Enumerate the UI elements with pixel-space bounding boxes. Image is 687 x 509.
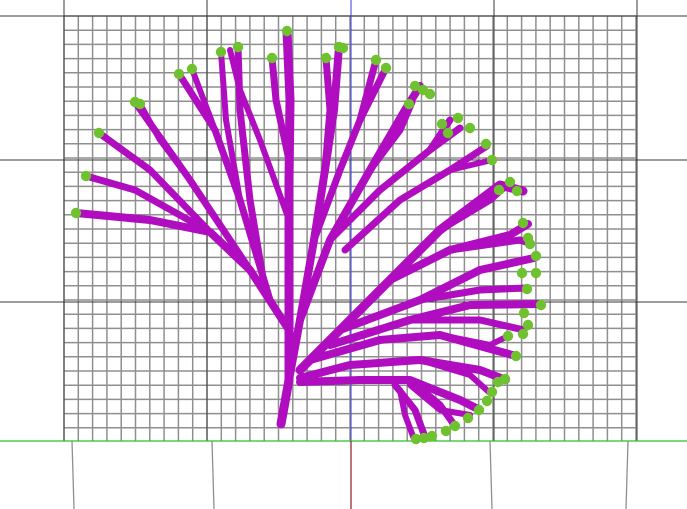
tree-leaf bbox=[517, 328, 529, 340]
tree-leaf bbox=[380, 62, 392, 74]
tree-leaf bbox=[502, 330, 514, 342]
tree-leaf bbox=[426, 430, 438, 442]
tree-leaf bbox=[481, 395, 493, 407]
tree-branch bbox=[437, 332, 511, 348]
tree-leaf bbox=[462, 412, 474, 424]
tree-branch bbox=[406, 316, 528, 334]
tree-leaf bbox=[134, 98, 146, 110]
tree-leaf bbox=[80, 170, 92, 182]
tree-branch bbox=[137, 101, 193, 183]
tree-branch bbox=[356, 64, 390, 124]
tree-leaf bbox=[524, 238, 536, 250]
tree-leaf bbox=[518, 307, 530, 319]
coarse-grid-line bbox=[625, 440, 629, 509]
tree-branch bbox=[336, 254, 538, 334]
tree-branch bbox=[406, 376, 459, 430]
tree-leaf bbox=[410, 433, 422, 445]
coarse-grid-line bbox=[71, 440, 75, 509]
tree-branch bbox=[446, 236, 533, 254]
tree-leaf bbox=[436, 118, 448, 130]
tree-branch bbox=[95, 129, 214, 236]
coarse-grid-line bbox=[211, 440, 215, 509]
tree-leaf bbox=[511, 185, 523, 197]
tree-leaf bbox=[337, 42, 349, 54]
tree-leaf bbox=[232, 41, 244, 53]
tree-leaf bbox=[521, 283, 533, 295]
tree-branch bbox=[218, 49, 243, 203]
tree-leaf bbox=[452, 112, 464, 124]
tree-leaf bbox=[492, 376, 504, 388]
tree-leaf bbox=[530, 267, 542, 279]
tree-leaf bbox=[449, 420, 461, 432]
tree-branch bbox=[366, 98, 416, 174]
tree-branch bbox=[326, 116, 454, 244]
tree-branch bbox=[227, 47, 292, 223]
tree-branch bbox=[426, 124, 464, 154]
tree-branch bbox=[285, 43, 343, 384]
tree-leaf bbox=[440, 425, 452, 437]
tree-leaf bbox=[320, 52, 332, 64]
coarse-grid-line bbox=[489, 440, 493, 509]
tree-leaf bbox=[486, 154, 498, 166]
tree-leaf bbox=[186, 63, 198, 75]
tree-branch bbox=[321, 54, 334, 174]
tree-leaf bbox=[535, 299, 547, 311]
tree-branch bbox=[397, 387, 417, 442]
tree-branch bbox=[341, 142, 491, 254]
tree-leaf bbox=[442, 127, 454, 139]
tree-leaf bbox=[403, 98, 415, 110]
tree-branch bbox=[416, 284, 531, 304]
tree-leaf bbox=[493, 184, 505, 196]
tree-branch bbox=[326, 300, 544, 349]
tree-leaf bbox=[409, 80, 421, 92]
tree-branch bbox=[268, 54, 293, 164]
tree-branch bbox=[310, 56, 380, 244]
tree-branch bbox=[417, 357, 493, 396]
tree-branch bbox=[189, 66, 218, 133]
tree-leaf bbox=[173, 68, 185, 80]
tree-leaf bbox=[424, 88, 436, 100]
tree-leaf bbox=[93, 127, 105, 139]
tree-leaf bbox=[215, 46, 227, 58]
tree-leaf bbox=[281, 25, 293, 37]
tree-leaf bbox=[522, 319, 534, 331]
tree-branches[interactable] bbox=[72, 26, 544, 442]
tree-leaf bbox=[464, 122, 476, 134]
tree-branch bbox=[407, 382, 473, 418]
tree-leaf bbox=[510, 350, 522, 362]
tree-leaf bbox=[266, 52, 278, 64]
tree-leaf bbox=[473, 404, 485, 416]
tree-leaf bbox=[480, 138, 492, 150]
tree-leaf bbox=[530, 250, 542, 262]
tree-leaf bbox=[418, 432, 430, 444]
tree-leaf bbox=[516, 267, 528, 279]
tree-leaves[interactable] bbox=[70, 25, 547, 445]
tree-branch bbox=[276, 26, 295, 429]
tree-leaf bbox=[504, 176, 516, 188]
fractal-tree[interactable] bbox=[70, 25, 547, 445]
tree-leaf bbox=[70, 207, 82, 219]
tree-branch bbox=[82, 172, 214, 236]
tree-leaf bbox=[517, 217, 529, 229]
tree-leaf bbox=[486, 386, 498, 398]
tree-branch bbox=[447, 157, 495, 173]
tree-leaf bbox=[370, 54, 382, 66]
